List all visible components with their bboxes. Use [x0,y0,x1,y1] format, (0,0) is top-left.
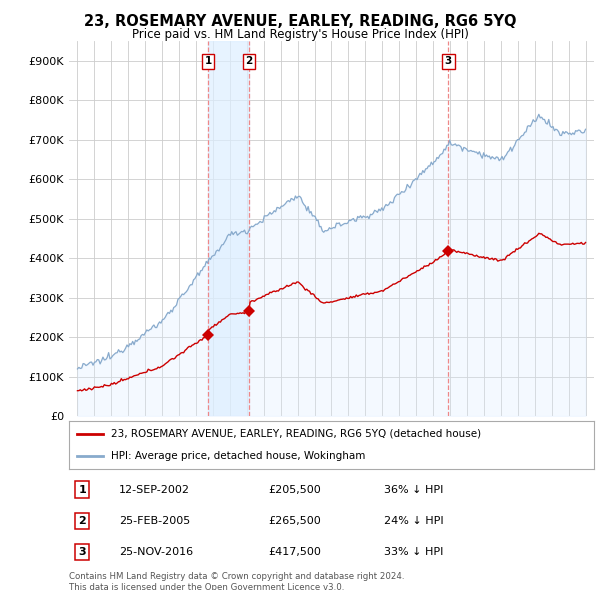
Text: 2: 2 [245,56,253,66]
Text: 25-NOV-2016: 25-NOV-2016 [119,547,193,557]
Text: £205,500: £205,500 [269,484,321,494]
Text: HPI: Average price, detached house, Wokingham: HPI: Average price, detached house, Woki… [111,451,365,461]
Text: 1: 1 [205,56,212,66]
Text: £265,500: £265,500 [269,516,321,526]
Text: 3: 3 [79,547,86,557]
Text: 25-FEB-2005: 25-FEB-2005 [119,516,190,526]
Text: 3: 3 [445,56,452,66]
Text: 12-SEP-2002: 12-SEP-2002 [119,484,190,494]
Text: Price paid vs. HM Land Registry's House Price Index (HPI): Price paid vs. HM Land Registry's House … [131,28,469,41]
Text: 1: 1 [78,484,86,494]
Text: Contains HM Land Registry data © Crown copyright and database right 2024.
This d: Contains HM Land Registry data © Crown c… [69,572,404,590]
Text: 2: 2 [78,516,86,526]
Text: £417,500: £417,500 [269,547,322,557]
Text: 23, ROSEMARY AVENUE, EARLEY, READING, RG6 5YQ: 23, ROSEMARY AVENUE, EARLEY, READING, RG… [84,14,516,28]
Text: 36% ↓ HPI: 36% ↓ HPI [384,484,443,494]
Bar [208,41,249,416]
Text: 23, ROSEMARY AVENUE, EARLEY, READING, RG6 5YQ (detached house): 23, ROSEMARY AVENUE, EARLEY, READING, RG… [111,429,481,439]
Text: 33% ↓ HPI: 33% ↓ HPI [384,547,443,557]
Text: 24% ↓ HPI: 24% ↓ HPI [384,516,443,526]
